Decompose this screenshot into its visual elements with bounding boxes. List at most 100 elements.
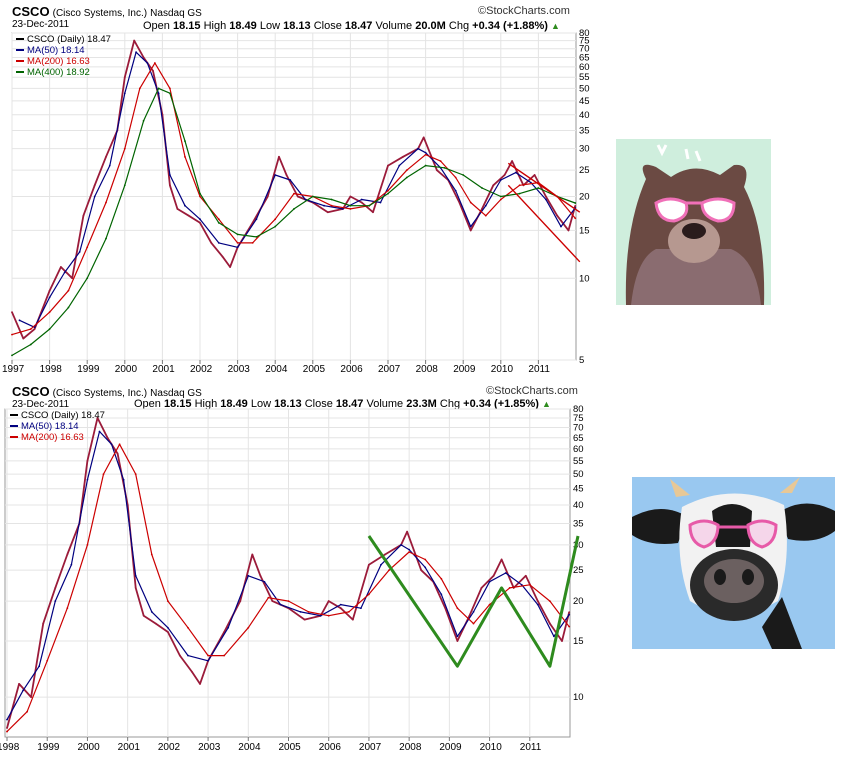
series-point-1 [520,583,523,586]
series-point-2 [456,607,459,610]
series-point-0 [48,289,51,292]
volume-label: Volume [366,398,404,410]
high-label: High [194,398,218,410]
x-tick-label: 2004 [265,364,288,375]
cow-with-sunglasses-image [632,477,835,649]
series-point-2 [267,596,270,599]
series-point-3 [349,204,352,207]
series-point-1 [22,689,24,692]
open-value: 18.15 [163,398,192,410]
y-tick-label: 20 [579,192,590,203]
y-tick-label: 25 [579,165,590,176]
y-tick-label: 10 [573,692,584,703]
series-point-1 [514,171,517,174]
series-point-0 [59,266,62,268]
series-point-0 [176,208,179,210]
company-name: (Cisco Systems, Inc.) [52,8,148,19]
series-point-0 [568,611,571,614]
series-point-0 [327,600,330,602]
series-point-1 [424,566,427,569]
annotation-line-0 [367,535,580,668]
y-tick-label: 20 [573,596,584,607]
series-point-1 [38,665,41,668]
legend-label: MA(200) 16.63 [21,432,84,443]
series-point-3 [236,233,239,236]
symbol-label: CSCO [12,4,50,19]
series-point-1 [78,251,81,253]
series-point-3 [217,221,220,224]
series-point-0 [259,574,262,577]
series-point-0 [456,640,459,642]
series-point-1 [6,718,8,721]
x-tick-label: 2004 [238,742,261,753]
series-point-0 [86,460,89,462]
series-point-1 [408,548,411,551]
series-point-1 [341,208,344,210]
series-point-3 [462,174,465,176]
y-tick-label: 75 [579,36,590,47]
series-point-0 [42,622,45,625]
series-point-1 [263,580,266,583]
series-point-0 [406,530,409,533]
series-point-1 [274,174,277,176]
series-point-3 [67,306,70,309]
series-point-2 [138,87,141,90]
series-point-2 [349,208,352,210]
series-point-0 [166,631,169,633]
low-label: Low [250,398,272,410]
series-point-0 [480,586,483,589]
legend-swatch [10,436,18,439]
x-tick-label: 2007 [378,364,401,375]
series-point-3 [184,140,186,142]
series-point-2 [118,443,121,446]
series-point-0 [574,204,577,207]
quote-bar: Open 18.15 High 18.49 Low 18.13 Close 18… [143,20,560,32]
x-tick-label: 2009 [439,742,462,753]
series-point-1 [123,92,126,95]
series-point-2 [86,544,89,546]
chart-header: CSCO (Cisco Systems, Inc.) Nasdaq GS [12,384,202,399]
series-point-3 [142,119,145,122]
series-point-2 [388,569,390,572]
series-point-2 [169,87,171,90]
y-tick-label: 15 [579,225,590,236]
y-tick-label: 30 [579,144,590,155]
series-point-2 [287,600,290,602]
series-point-3 [48,328,51,330]
series-point-1 [380,563,382,566]
series-point-2 [484,214,487,217]
y-tick-label: 45 [573,484,584,495]
x-tick-label: 2008 [399,742,422,753]
chart-date: 23-Dec-2011 [12,19,70,30]
series-line-3 [11,87,576,356]
y-tick-label: 40 [573,500,584,511]
y-tick-label: 50 [579,83,590,94]
stockcharts-brand: ©StockCharts.com [478,5,570,17]
series-point-2 [424,153,427,156]
series-point-0 [54,586,57,589]
series-line-0 [11,39,577,340]
series-point-2 [166,600,169,602]
series-point-0 [387,164,389,167]
x-tick-label: 2003 [228,364,251,375]
series-point-2 [102,473,105,476]
series-point-1 [469,225,472,228]
series-point-0 [169,184,171,187]
series-point-0 [422,136,425,139]
series-point-1 [169,174,171,176]
y-tick-label: 70 [573,423,584,434]
series-point-2 [223,654,226,657]
series-point-0 [420,569,423,572]
series-point-2 [405,169,408,172]
series-point-0 [154,622,157,625]
legend-label: MA(50) 18.14 [27,45,85,56]
series-point-2 [150,553,153,556]
series-point-1 [247,574,250,577]
series-point-0 [503,174,506,176]
series-point-3 [443,166,446,169]
series-point-2 [48,311,51,314]
series-point-1 [48,296,51,299]
series-point-1 [456,635,459,638]
